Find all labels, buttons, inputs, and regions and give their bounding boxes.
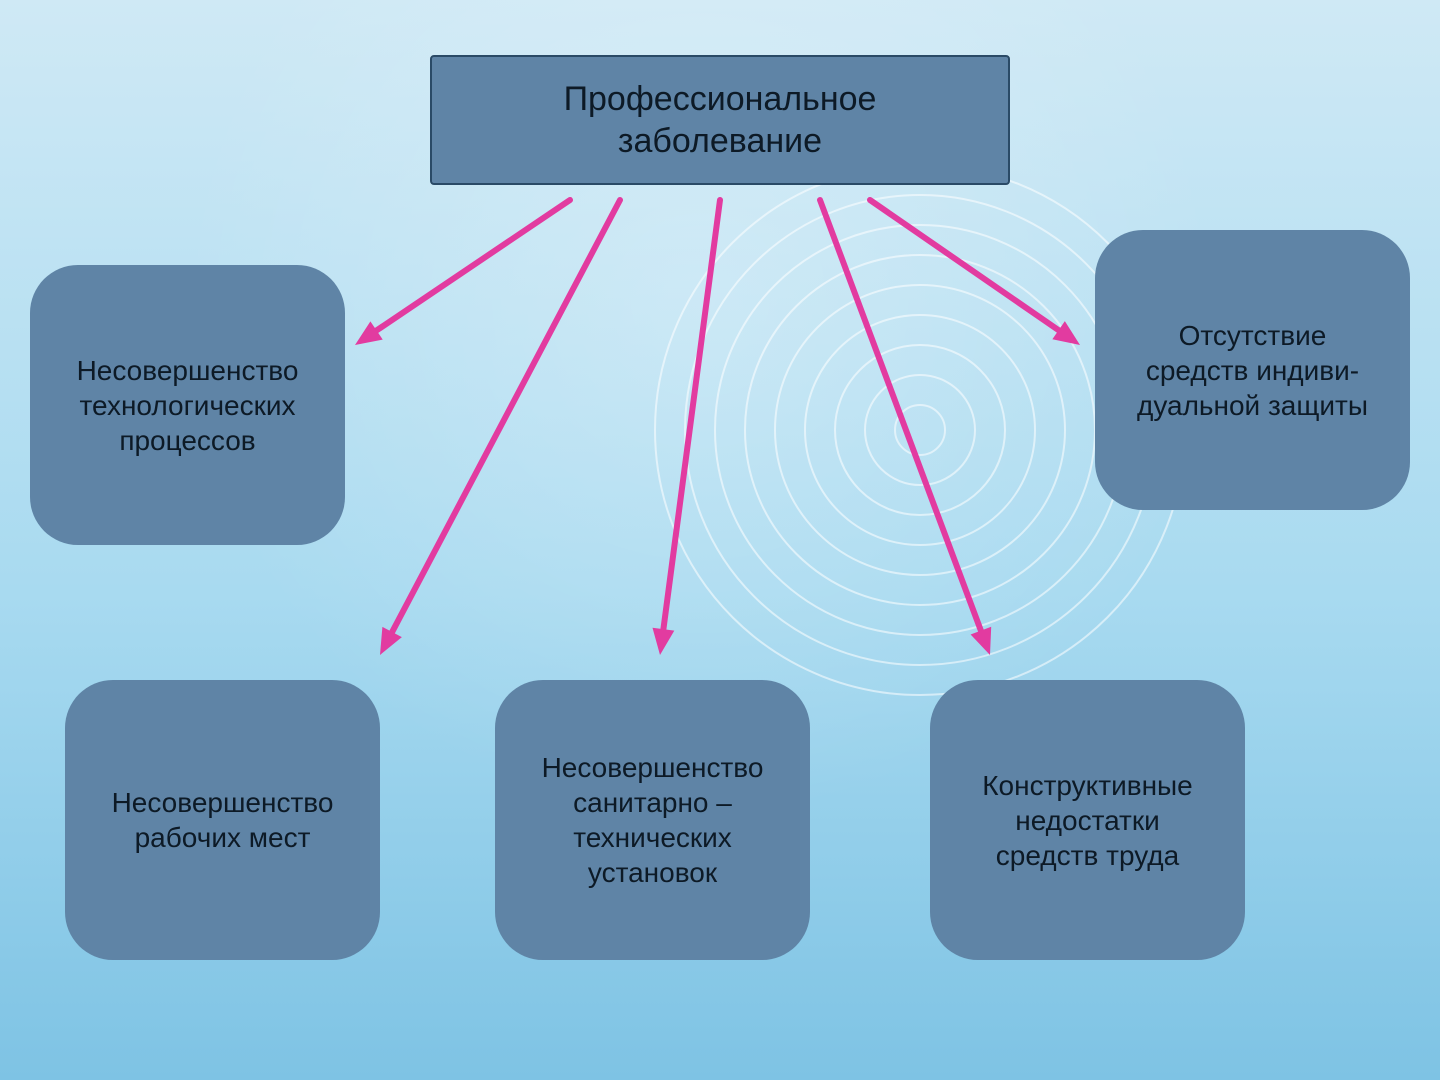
arrow-3 — [820, 200, 991, 655]
arrow-0 — [355, 200, 570, 345]
child-box-means-of-labor: Конструктивные недостатки средств труда — [930, 680, 1245, 960]
child-box-sanitary-tech: Несовершенство санитарно – технических у… — [495, 680, 810, 960]
arrow-2 — [652, 200, 720, 655]
child-box-label: Конструктивные недостатки средств труда — [982, 768, 1193, 873]
child-box-tech-processes: Несовершенство технологических процессов — [30, 265, 345, 545]
child-box-label: Несовершенство технологических процессов — [77, 353, 299, 458]
child-box-ppe-absence: Отсутствие средств индиви- дуальной защи… — [1095, 230, 1410, 510]
arrow-4 — [870, 200, 1080, 345]
diagram-stage: Профессиональное заболевание Несовершенс… — [0, 0, 1440, 1080]
child-box-label: Отсутствие средств индиви- дуальной защи… — [1137, 318, 1368, 423]
child-box-workplaces: Несовершенство рабочих мест — [65, 680, 380, 960]
child-box-label: Несовершенство рабочих мест — [112, 785, 334, 855]
root-box: Профессиональное заболевание — [430, 55, 1010, 185]
child-box-label: Несовершенство санитарно – технических у… — [542, 750, 764, 890]
root-box-label: Профессиональное заболевание — [564, 78, 877, 163]
arrow-1 — [380, 200, 620, 655]
